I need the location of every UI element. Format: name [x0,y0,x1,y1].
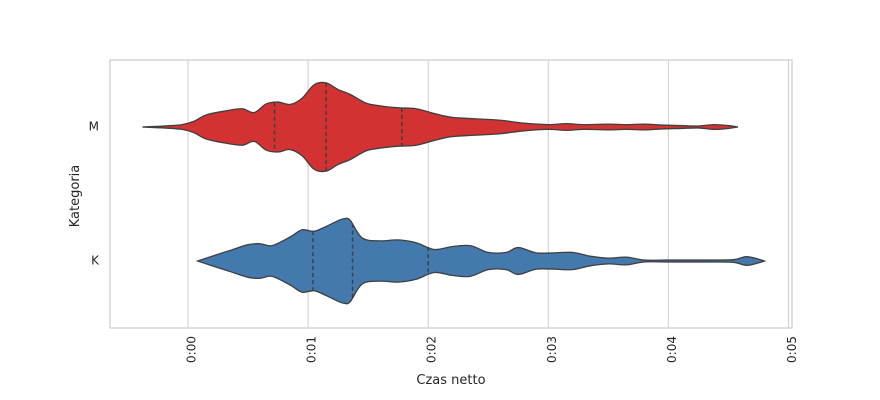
y-tick-label: K [91,254,100,268]
y-axis-label: Kategoria [68,165,83,228]
plot-area [110,60,792,328]
plot-frame [109,59,793,329]
x-tick-labels: 0:00 0:01 0:02 0:03 0:04 0:05 [185,336,799,363]
y-tick-labels: MK [89,120,100,268]
x-tick-label: 0:04 [665,336,679,363]
y-tick-label: M [89,120,99,134]
violin-M [142,81,739,173]
x-tick-label: 0:01 [305,336,319,363]
x-tick-label: 0:05 [785,336,799,363]
x-tick-label: 0:00 [185,336,199,363]
x-tick-label: 0:02 [425,336,439,363]
x-tick-label: 0:03 [545,336,559,363]
violins [142,81,767,305]
violin-K [195,217,767,305]
x-axis-label: Czas netto [416,373,485,388]
